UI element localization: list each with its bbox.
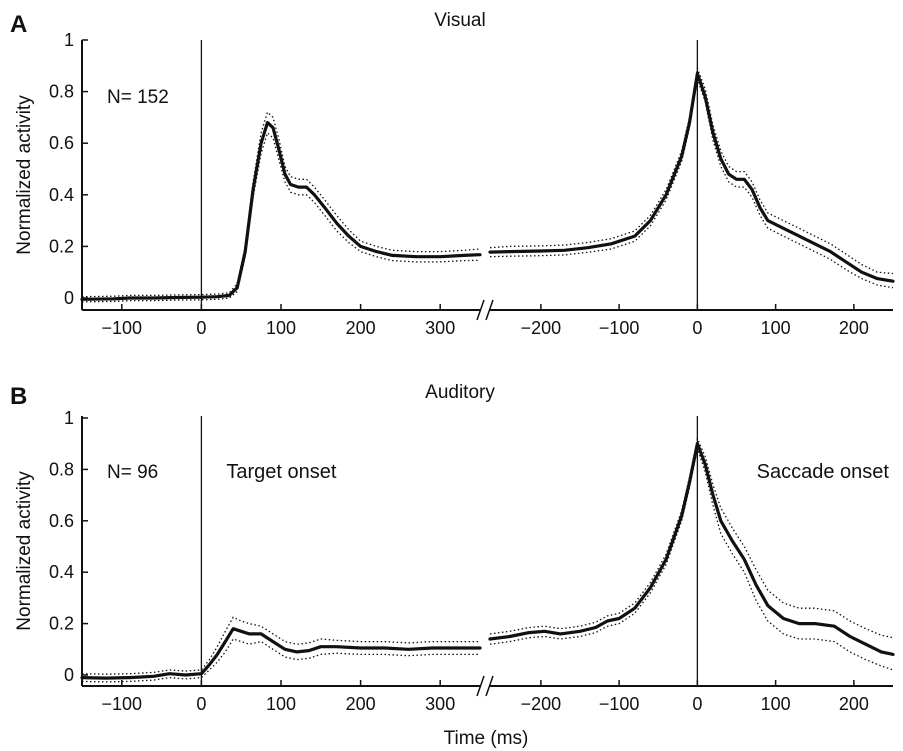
x-tick-label: 0	[196, 318, 206, 338]
y-tick-label: 0.6	[49, 511, 74, 531]
mean-activity-line	[488, 71, 895, 283]
x-tick-label: 0	[692, 694, 702, 714]
axis-break-mark	[485, 675, 494, 697]
x-tick-label: −200	[521, 318, 562, 338]
x-tick-label: 100	[761, 694, 791, 714]
y-tick-label: 0.6	[49, 133, 74, 153]
x-tick-label: 100	[266, 694, 296, 714]
y-axis-label: Normalized activity	[14, 471, 35, 631]
y-tick-label: 0.8	[49, 82, 74, 102]
x-tick-label: −200	[521, 694, 562, 714]
saccade-onset-label: Saccade onset	[757, 461, 890, 483]
y-axis-label: Normalized activity	[14, 95, 35, 255]
x-tick-label: 0	[196, 694, 206, 714]
x-tick-label: 200	[346, 318, 376, 338]
panel-auditory: B Auditory Normalized activity 0 0.2 0.4 0.6 0.…	[10, 382, 895, 714]
panel-visual: A Visual Normalized activity 0 0.2 0.4 0.6 0.8 1…	[10, 10, 895, 338]
y-tick-label: 0.8	[49, 459, 74, 479]
mean-activity-line	[488, 442, 895, 657]
count-label: N= 96	[107, 462, 158, 483]
x-tick-label: 100	[266, 318, 296, 338]
x-tick-label: 300	[425, 318, 455, 338]
x-tick-label: −100	[599, 694, 640, 714]
y-tick-label: 0.4	[49, 562, 74, 582]
y-tick-label: 0	[64, 288, 74, 308]
mean-activity-line	[80, 120, 482, 301]
panel-title: Visual	[434, 10, 485, 31]
x-tick-label: 300	[425, 694, 455, 714]
x-tick-label: 200	[839, 318, 869, 338]
x-tick-label: 200	[346, 694, 376, 714]
axis-break-mark	[485, 299, 494, 321]
x-tick-label: 100	[761, 318, 791, 338]
ci-lower-line	[81, 638, 480, 683]
x-tick-label: −100	[599, 318, 640, 338]
axis-break-mark	[476, 675, 485, 697]
count-label: N= 152	[107, 87, 169, 108]
x-tick-label: 0	[692, 318, 702, 338]
target-onset-label: Target onset	[226, 461, 337, 483]
panel-title: Auditory	[425, 382, 495, 403]
ci-upper-line	[81, 616, 480, 675]
axis-break-mark	[476, 299, 485, 321]
y-tick-label: 0.4	[49, 185, 74, 205]
ci-lower-line	[81, 131, 481, 303]
x-tick-label: 200	[839, 694, 869, 714]
ci-upper-line	[81, 111, 481, 298]
y-tick-label: 0.2	[49, 614, 74, 634]
mean-activity-line	[80, 627, 482, 680]
y-tick-label: 1	[64, 408, 74, 428]
ci-upper-line	[489, 436, 894, 639]
y-tick-label: 0	[64, 665, 74, 685]
ci-upper-line	[489, 65, 894, 275]
x-axis-label: Time (ms)	[444, 728, 529, 749]
ci-lower-line	[489, 446, 894, 671]
y-tick-label: 0.2	[49, 236, 74, 256]
x-tick-label: −100	[102, 694, 143, 714]
panel-letter: B	[10, 383, 27, 410]
x-tick-label: −100	[102, 318, 143, 338]
y-tick-label: 1	[64, 30, 74, 50]
panel-letter: A	[10, 11, 27, 38]
